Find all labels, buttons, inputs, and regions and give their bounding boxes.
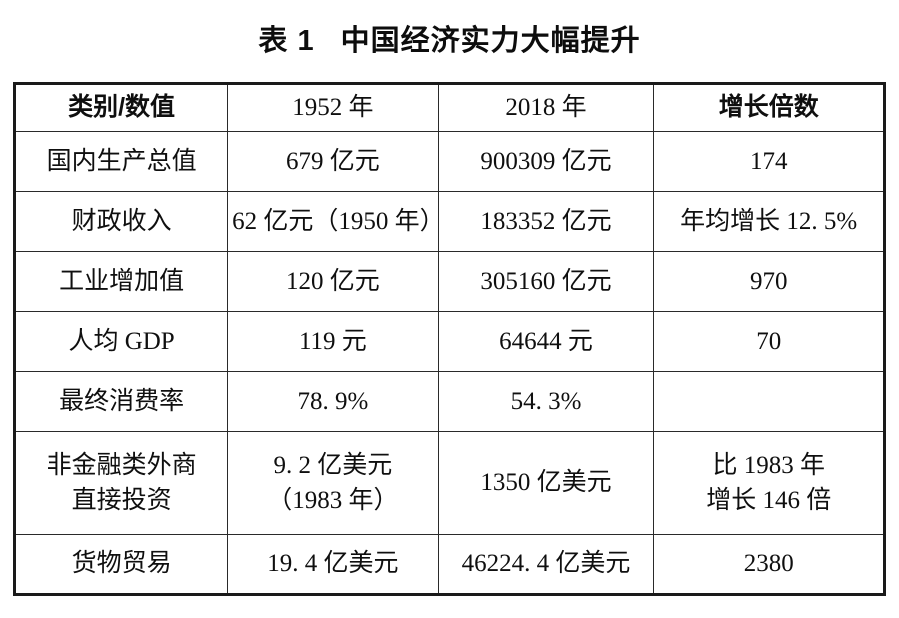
table-title-number: 表 1 — [258, 25, 315, 57]
cell-2018: 305160 亿元 — [437, 251, 655, 312]
cell-1952: 78. 9% — [227, 371, 439, 432]
row-label: 工业增加值 — [13, 251, 229, 312]
column-header-2018: 2018 年 — [437, 83, 655, 132]
column-header-growth: 增长倍数 — [653, 83, 885, 132]
cell-growth: 70 — [653, 311, 885, 372]
table-row-goods-trade: 货物贸易 19. 4 亿美元 46224. 4 亿美元 2380 — [13, 534, 885, 595]
row-label: 非金融类外商 直接投资 — [13, 431, 229, 535]
table-row-foreign-direct-investment: 非金融类外商 直接投资 9. 2 亿美元 （1983 年） 1350 亿美元 比… — [13, 431, 885, 535]
cell-2018: 46224. 4 亿美元 — [437, 534, 655, 595]
economy-table: 类别/数值 1952 年 2018 年 增长倍数 国内生产总值 679 亿元 9… — [13, 82, 886, 596]
cell-growth: 970 — [653, 251, 885, 312]
cell-growth: 比 1983 年 增长 146 倍 — [653, 431, 885, 535]
cell-2018: 1350 亿美元 — [437, 431, 655, 535]
column-header-category: 类别/数值 — [13, 83, 229, 132]
row-label: 最终消费率 — [13, 371, 229, 432]
table-title-text: 中国经济实力大幅提升 — [340, 25, 641, 57]
cell-growth: 174 — [653, 131, 885, 192]
cell-1952: 679 亿元 — [227, 131, 439, 192]
row-label: 货物贸易 — [13, 534, 229, 595]
cell-2018: 900309 亿元 — [437, 131, 655, 192]
cell-2018: 183352 亿元 — [437, 191, 655, 252]
table-row-industrial-added-value: 工业增加值 120 亿元 305160 亿元 970 — [13, 251, 885, 312]
table-title: 表 1 中国经济实力大幅提升 — [0, 17, 899, 59]
row-label: 财政收入 — [13, 191, 229, 252]
cell-1952: 62 亿元（1950 年） — [227, 191, 445, 252]
cell-growth: 2380 — [653, 534, 885, 595]
cell-growth: 年均增长 12. 5% — [653, 191, 885, 252]
cell-2018: 54. 3% — [437, 371, 655, 432]
table-row-per-capita-gdp: 人均 GDP 119 元 64644 元 70 — [13, 311, 885, 372]
column-header-1952: 1952 年 — [227, 83, 439, 132]
cell-1952: 19. 4 亿美元 — [227, 534, 439, 595]
table-row-gdp: 国内生产总值 679 亿元 900309 亿元 174 — [13, 131, 885, 192]
cell-2018: 64644 元 — [437, 311, 655, 372]
table-row-fiscal-revenue: 财政收入 62 亿元（1950 年） 183352 亿元 年均增长 12. 5% — [13, 191, 885, 252]
header-row: 类别/数值 1952 年 2018 年 增长倍数 — [13, 83, 885, 132]
table-row-final-consumption-rate: 最终消费率 78. 9% 54. 3% — [13, 371, 885, 432]
row-label: 人均 GDP — [13, 311, 229, 372]
cell-1952: 119 元 — [227, 311, 439, 372]
cell-1952: 120 亿元 — [227, 251, 439, 312]
cell-growth — [653, 371, 885, 432]
cell-1952: 9. 2 亿美元 （1983 年） — [227, 431, 439, 535]
row-label: 国内生产总值 — [13, 131, 229, 192]
